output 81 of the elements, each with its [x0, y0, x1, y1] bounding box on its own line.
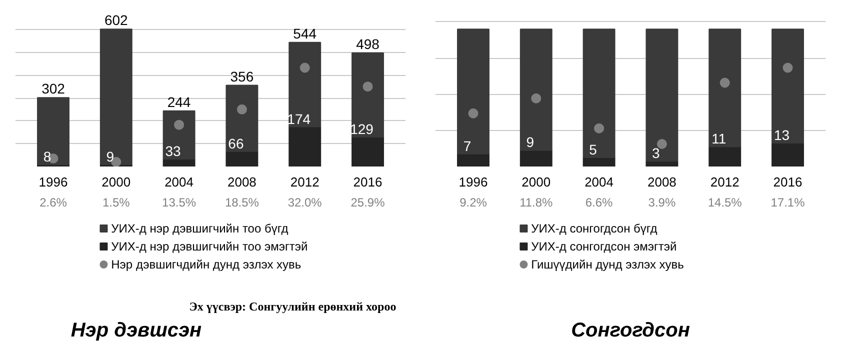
x-tick-label: 2012 [290, 174, 320, 190]
point [782, 62, 793, 73]
text: Нэр дэвшсэн [70, 320, 202, 342]
data-label: 9 [526, 134, 534, 150]
x-tick-label: 2008 [647, 174, 676, 190]
bar [772, 142, 804, 166]
x-tick-label: 2012 [710, 174, 740, 190]
x-tick-label: 1996 [38, 174, 68, 190]
bar [772, 28, 804, 144]
x-tick-label: 2008 [227, 174, 256, 190]
data-label: 3 [652, 145, 660, 162]
data-label: 13.5% [162, 196, 196, 210]
data-label: 17.1% [770, 196, 806, 210]
point [468, 108, 478, 118]
data-label: 33 [165, 142, 182, 159]
bar [352, 136, 384, 166]
x-tick-label: 2000 [102, 174, 131, 190]
point [531, 93, 542, 104]
legend-label: Гишүүдийн дунд эзлэх хувь [531, 258, 684, 272]
bar [708, 146, 742, 166]
total-label: 602 [104, 12, 128, 28]
bar [457, 153, 490, 166]
data-label: 5 [589, 141, 598, 158]
bar [708, 28, 742, 148]
point [720, 78, 730, 88]
text: Сонгогдсон [571, 320, 690, 342]
bar [100, 28, 132, 165]
legend-label: УИХ-д сонгогдсон бүгд [531, 222, 658, 236]
data-label: 13 [774, 127, 790, 143]
total-label: 244 [167, 94, 191, 110]
point [594, 123, 604, 134]
bar [226, 150, 258, 166]
data-label: 6.6% [585, 196, 614, 210]
bar [226, 84, 258, 152]
bar [162, 110, 196, 160]
data-label: 2.6% [40, 196, 68, 210]
point [362, 82, 373, 92]
total-label: 356 [230, 68, 254, 84]
data-label: 7 [463, 138, 472, 154]
data-label: 11.8% [520, 196, 554, 210]
data-label: 3.9% [648, 196, 676, 210]
data-label: 9.2% [460, 196, 488, 210]
x-tick-label: 2016 [773, 174, 802, 190]
bar [37, 97, 70, 166]
total-label: 302 [42, 80, 66, 97]
x-tick-label: 2004 [584, 174, 614, 190]
x-tick-label: 2004 [164, 174, 194, 190]
bar [288, 126, 322, 166]
bar [457, 28, 490, 154]
legend-label: УИХ-д нэр дэвшигчийн тоо эмэгтэй [111, 240, 308, 254]
total-label: 498 [356, 36, 380, 52]
data-label: 11 [712, 130, 726, 147]
data-label: 1.5% [102, 196, 130, 210]
bar [288, 42, 322, 128]
data-label: 32.0% [288, 196, 322, 210]
data-label: 129 [350, 121, 374, 138]
text: Эх үүсвэр: Сонгуулийн ерөнхий хороо [189, 300, 396, 314]
bar [582, 28, 616, 158]
data-label: 174 [287, 110, 311, 127]
legend-label: УИХ-д сонгогдсон эмэгтэй [531, 240, 677, 254]
data-label: 18.5% [224, 196, 260, 210]
point [656, 138, 667, 149]
data-label: 14.5% [708, 196, 742, 210]
x-tick-label: 2016 [353, 174, 382, 190]
bar [520, 150, 552, 166]
data-label: 8 [43, 148, 52, 165]
point [174, 120, 184, 130]
data-label: 9 [106, 148, 114, 164]
bar [520, 28, 552, 151]
legend-label: Нэр дэвшигчдийн дунд эзлэх хувь [111, 258, 302, 272]
data-label: 66 [228, 135, 244, 152]
x-tick-label: 1996 [458, 174, 488, 190]
legend-label: УИХ-д нэр дэвшигчийн тоо бүгд [111, 222, 288, 236]
point [236, 104, 247, 114]
bar [582, 156, 616, 166]
bar [646, 28, 678, 162]
data-label: 25.9% [350, 196, 386, 210]
point [300, 62, 310, 73]
total-label: 544 [293, 25, 317, 42]
x-tick-label: 2000 [522, 174, 551, 190]
bar [352, 52, 384, 138]
